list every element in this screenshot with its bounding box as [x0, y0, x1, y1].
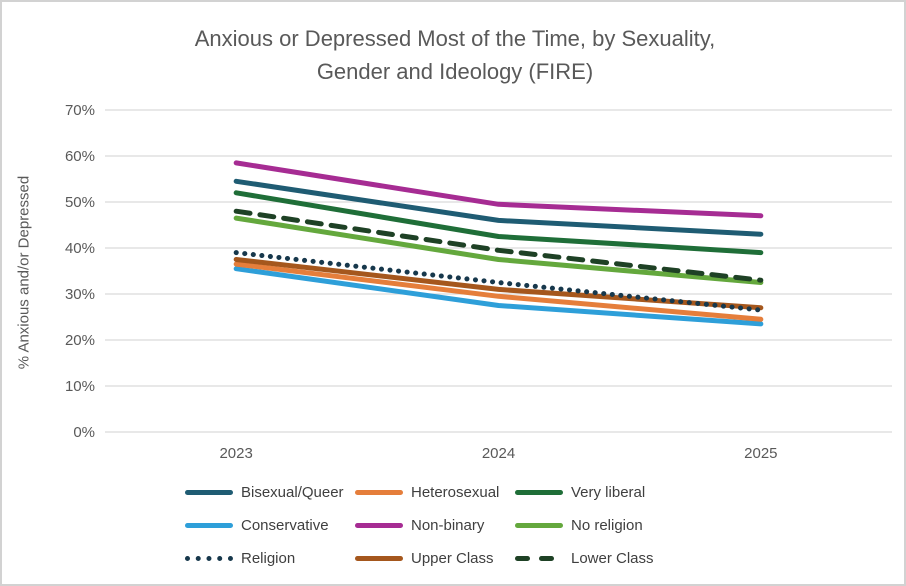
series-line-heterosexual [233, 261, 764, 322]
chart-legend: Bisexual/Queer Heterosexual Very liberal Co… [185, 482, 685, 568]
legend-swatch-dashed [515, 555, 563, 561]
y-tick-label: 70% [65, 102, 95, 119]
legend-item-non-binary: Non-binary [355, 515, 515, 535]
series-line-religion [233, 250, 764, 313]
legend-label: No religion [571, 516, 643, 534]
series-line-no-religion [233, 215, 764, 285]
legend-label: Upper Class [411, 549, 494, 567]
chart-title-line-2: Gender and Ideology (FIRE) [316, 59, 594, 84]
y-tick-label: 30% [65, 286, 95, 303]
legend-swatch-solid [515, 489, 563, 495]
y-tick-label: 40% [65, 240, 95, 257]
y-tick-label: 60% [65, 148, 95, 165]
y-tick-label: 50% [65, 194, 95, 211]
y-tick-label: 0% [73, 424, 95, 441]
chart-title-line-1: Anxious or Depressed Most of the Time, b… [194, 26, 716, 51]
y-tick-label: 10% [65, 378, 95, 395]
legend-label: Lower Class [571, 549, 654, 567]
legend-swatch-solid [355, 555, 403, 561]
legend-item-religion: Religion [185, 548, 355, 568]
x-tick-label: 2023 [219, 445, 252, 462]
legend-item-no-religion: No religion [515, 515, 685, 535]
legend-label: Heterosexual [411, 483, 500, 501]
legend-swatch-solid [355, 522, 403, 528]
legend-item-very-liberal: Very liberal [515, 482, 685, 502]
series-line-non-binary [233, 160, 764, 219]
legend-swatch-dotted [185, 555, 233, 561]
chart-title: Anxious or Depressed Most of the Time, b… [2, 22, 904, 88]
x-tick-label: 2024 [482, 445, 515, 462]
legend-label: Conservative [241, 516, 329, 534]
legend-swatch-solid [185, 522, 233, 528]
legend-label: Very liberal [571, 483, 646, 501]
legend-item-lower-class: Lower Class [515, 548, 685, 568]
legend-item-heterosexual: Heterosexual [355, 482, 515, 502]
series-line-very-liberal [233, 190, 764, 256]
legend-label: Bisexual/Queer [241, 483, 344, 501]
legend-swatch-solid [515, 522, 563, 528]
line-chart-plot-area: 0% 10% 20% 30% 40% 50% 60% 70% 2023 2024 2025 [65, 102, 892, 462]
series-line-conservative [233, 266, 764, 327]
x-tick-label: 2025 [744, 445, 777, 462]
legend-item-conservative: Conservative [185, 515, 355, 535]
y-tick-label: 20% [65, 332, 95, 349]
series-line-lower-class [233, 208, 764, 283]
series-line-bisexual-queer [233, 178, 764, 237]
legend-swatch-solid [185, 489, 233, 495]
legend-item-upper-class: Upper Class [355, 548, 515, 568]
legend-label: Non-binary [411, 516, 485, 534]
legend-label: Religion [241, 549, 296, 567]
legend-item-bisexual-queer: Bisexual/Queer [185, 482, 355, 502]
legend-swatch-solid [355, 489, 403, 495]
